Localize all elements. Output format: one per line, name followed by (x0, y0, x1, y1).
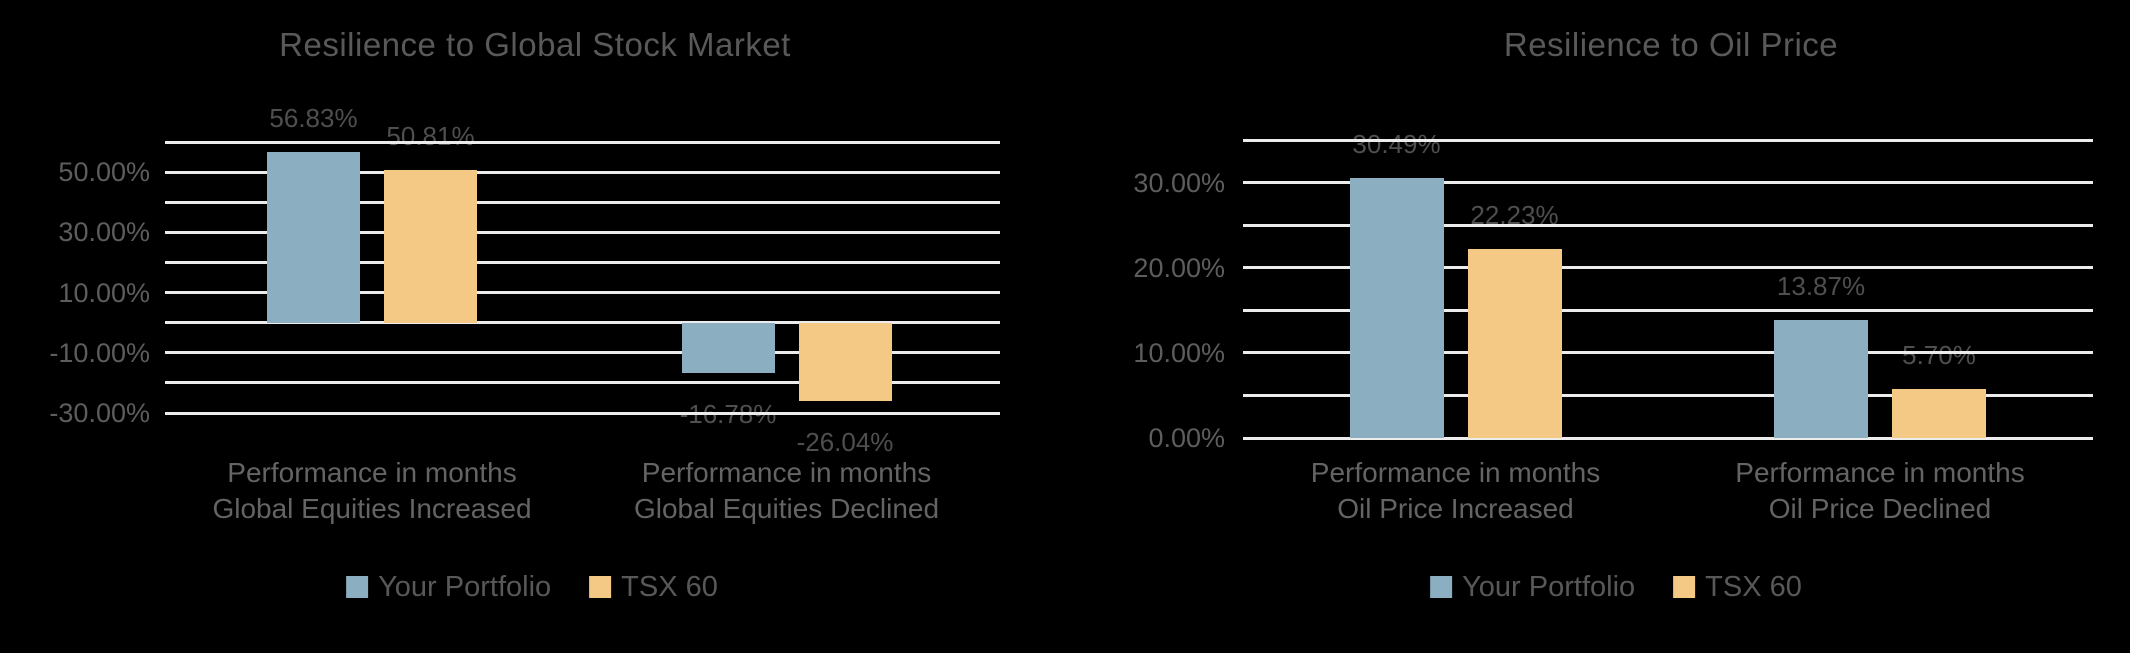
category-label: Performance in months Oil Price Increase… (1310, 457, 1601, 524)
y-axis-tick-label: 30.00% (1133, 167, 1225, 198)
bar-tsx-60 (798, 322, 892, 402)
legend-label: TSX 60 (621, 571, 718, 603)
bar-tsx-60 (384, 169, 477, 323)
legend-item-your-portfolio: Your Portfolio (346, 570, 551, 604)
data-label: 13.87% (1776, 270, 1866, 301)
y-axis-tick-label: 0.00% (1148, 423, 1225, 453)
chart-title: Resilience to Global Stock Market (279, 26, 791, 63)
legend-swatch-tsx-60 (1673, 576, 1696, 598)
legend-swatch-your-portfolio (346, 576, 369, 598)
y-axis-tick-label: 20.00% (1133, 252, 1225, 283)
gridline (165, 260, 1000, 264)
data-label: 30.49% (1352, 129, 1441, 160)
gridline (165, 230, 1000, 234)
bar-your-portfolio (1774, 319, 1868, 438)
gridline (165, 381, 1000, 385)
y-axis-tick-label: -30.00% (49, 398, 150, 428)
legend-swatch-tsx-60 (589, 576, 612, 598)
legend: Your Portfolio TSX 60 (1430, 570, 1802, 604)
bar-tsx-60 (1892, 389, 1986, 438)
legend: Your Portfolio TSX 60 (346, 570, 718, 604)
gridline (1243, 266, 2093, 270)
legend-item-tsx-60: TSX 60 (589, 570, 718, 604)
gridline (1243, 181, 2093, 185)
gridline (165, 140, 1000, 144)
gridline (165, 200, 1000, 204)
legend-label: TSX 60 (1705, 571, 1802, 603)
legend-swatch-your-portfolio (1430, 576, 1453, 598)
gridline (1243, 223, 2093, 227)
data-label: 50.81% (386, 120, 475, 151)
y-axis-tick-label: 50.00% (58, 157, 150, 188)
category-label: Performance in months Global Equities De… (633, 457, 940, 524)
gridline (165, 411, 1000, 415)
bar-your-portfolio (681, 322, 775, 374)
bar-tsx-60 (1467, 248, 1562, 438)
chart-title: Resilience to Oil Price (1503, 26, 1839, 63)
data-label: 56.83% (269, 102, 358, 133)
bar-your-portfolio (267, 151, 360, 323)
y-axis-tick-label: 10.00% (1133, 337, 1225, 368)
legend-item-tsx-60: TSX 60 (1673, 570, 1802, 604)
gridline (165, 321, 1000, 325)
gridline (165, 351, 1000, 355)
y-axis-tick-label: 30.00% (58, 217, 150, 248)
legend-item-your-portfolio: Your Portfolio (1430, 570, 1635, 604)
y-axis-tick-label: -10.00% (49, 337, 150, 368)
gridline (1243, 351, 2093, 355)
category-label: Performance in months Oil Price Declined (1735, 457, 2025, 524)
gridline (1243, 308, 2093, 312)
gridline (165, 291, 1000, 295)
gridline (165, 170, 1000, 174)
data-label: -26.04% (796, 427, 894, 458)
data-label: 5.70% (1902, 340, 1976, 371)
gridline (1243, 436, 2093, 440)
bar-your-portfolio (1349, 178, 1444, 438)
legend-label: Your Portfolio (1462, 571, 1636, 603)
y-axis-tick-label: 10.00% (58, 277, 150, 308)
gridline (1243, 393, 2093, 397)
category-label: Performance in months Global Equities In… (212, 457, 532, 524)
gridline (1243, 138, 2093, 142)
legend-label: Your Portfolio (378, 571, 552, 603)
